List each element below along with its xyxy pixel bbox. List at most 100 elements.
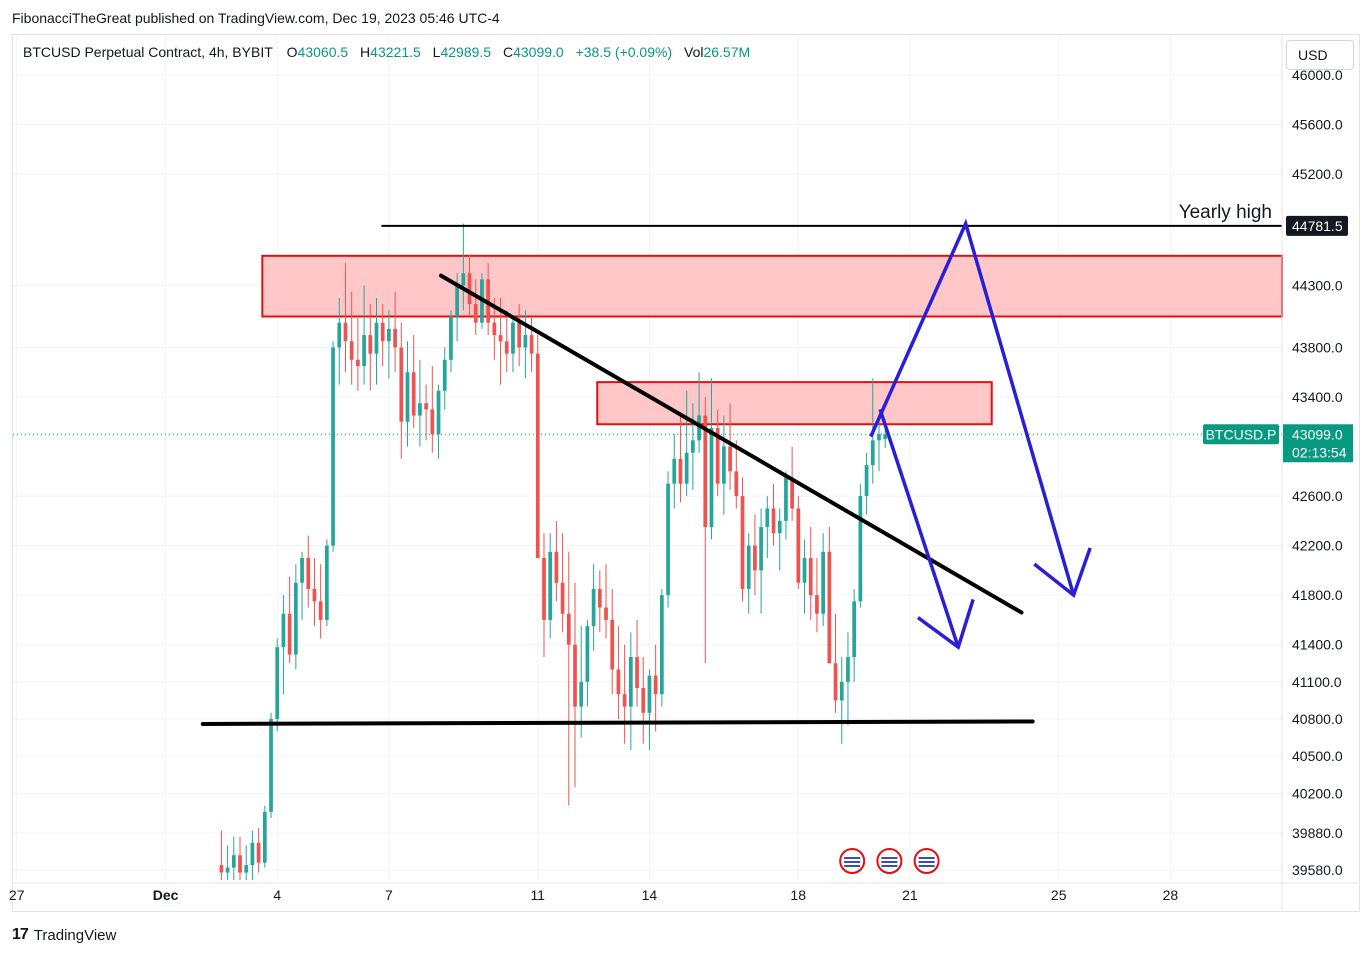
projection-arrow [869,218,1076,596]
x-tick-label: 28 [1163,887,1179,903]
candle-body [368,335,373,354]
candle-body [399,347,404,422]
candle-body [405,372,410,422]
candle-body [517,322,522,348]
candle-body [498,335,503,342]
candle-body [244,865,249,873]
candle-body [442,359,447,391]
chart-legend: BTCUSD Perpetual Contract, 4h, BYBIT O43… [23,44,758,60]
y-tick-label: 42200.0 [1292,538,1343,554]
publisher-line: FibonacciTheGreat published on TradingVi… [12,10,500,26]
currency-button[interactable]: USD [1286,40,1354,70]
candle-body [393,328,397,348]
chart-frame [12,34,1360,912]
candle-body [585,626,590,682]
legend-open-label: O [286,44,298,60]
candle-body [815,595,819,614]
candle-body [883,434,888,440]
trendline [438,273,1024,615]
candle-body [231,855,236,868]
candle-body [374,322,379,354]
y-tick-label: 39580.0 [1292,862,1343,878]
legend-open-value: 43060.5 [297,44,349,60]
y-tick-label: 44300.0 [1292,278,1343,294]
x-tick-label: 27 [9,887,25,903]
candle-body [771,508,776,534]
us-flag-icon [844,859,861,861]
candle-body [753,545,757,571]
candle-body [343,322,348,342]
candle-body [622,694,627,707]
x-tick-label: 14 [642,887,658,903]
candle-body [647,675,652,713]
candle-body [597,588,602,608]
candle-body [306,558,311,589]
candle-body [337,322,342,348]
candle-body [523,335,528,348]
y-tick-label: 43800.0 [1292,339,1343,355]
candle-body [790,477,794,509]
tradingview-logo-icon: 17 [12,926,29,943]
candle-body [411,372,416,416]
candle-body [846,657,850,682]
candle-body [672,458,677,484]
legend-close-value: 43099.0 [513,44,564,60]
yearly-high-value: 44781.5 [1292,218,1343,234]
grid [13,35,1282,880]
candle-body [858,496,863,602]
legend-high-value: 43221.5 [370,44,421,60]
candle-body [616,669,621,695]
candle-body [759,527,763,571]
projection-arrows [869,218,1092,651]
candle-body [703,415,708,528]
candle-body [722,446,726,484]
candle-body [293,582,298,655]
candle-body [802,558,807,583]
candle-body [262,811,267,863]
x-tick-label: 25 [1051,887,1067,903]
y-tick-label: 45600.0 [1292,117,1343,133]
x-tick-label: 21 [902,887,918,903]
symbol-tag [1203,424,1279,445]
us-flag-icon [844,855,861,857]
y-tick-label: 40800.0 [1292,711,1343,727]
candle-body [225,867,230,873]
candle-body [566,613,571,645]
y-tick-label: 41100.0 [1292,674,1342,690]
last-price-tag [1283,424,1353,463]
candle-body [635,657,639,689]
candle-body [424,403,428,410]
legend-volume-label: Vol [684,44,704,60]
y-tick-label: 40200.0 [1292,785,1343,801]
candle-body [554,551,559,583]
y-tick-label: 40500.0 [1292,748,1343,764]
candle-body [312,588,317,602]
resistance-zone [261,254,1284,318]
candle-body [591,588,596,627]
candle-body [356,359,360,367]
candle-body [666,483,670,596]
candle-body [529,335,534,354]
candle-body [653,675,658,695]
trendline [200,719,1035,726]
legend-high-label: H [360,44,371,60]
price-tags: BTCUSD.P 43099.0 02:13:54 44781.5 [1203,215,1353,463]
candle-body [300,558,304,583]
x-tick-label: 4 [273,887,281,903]
yearly-high-tag [1286,215,1348,236]
candle-body [349,341,354,360]
tradingview-logo[interactable]: 17 TradingView [12,926,116,944]
candle-body [250,842,255,866]
candle-body [604,607,608,620]
candle-body [821,551,826,614]
us-flag-icon [881,859,898,861]
x-tick-label: 11 [530,887,545,903]
x-tick-label: 18 [790,887,806,903]
symbol-tag-label: BTCUSD.P [1206,426,1277,442]
candle-body [380,322,385,342]
candle-body [628,657,633,707]
y-tick-label: 43400.0 [1292,389,1343,405]
candle-body [746,545,751,589]
yearly-high-label: Yearly high [1179,202,1272,223]
